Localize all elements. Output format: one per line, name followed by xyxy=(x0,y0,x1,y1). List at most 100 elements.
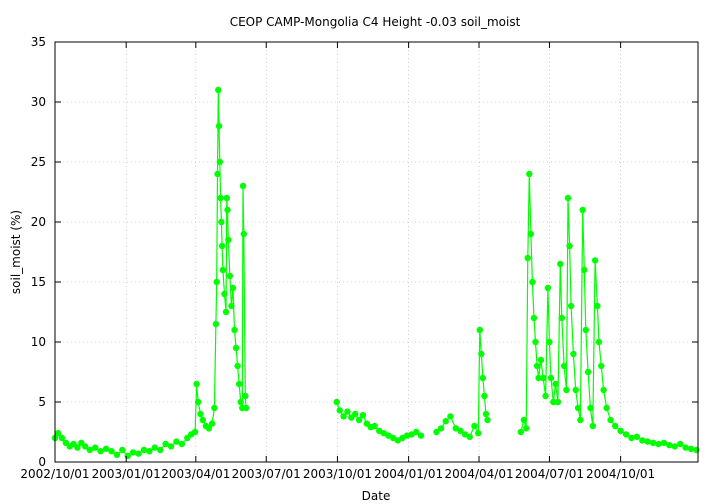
y-tick-label: 5 xyxy=(38,395,46,409)
x-tick-label: 2004/07/01 xyxy=(515,467,584,481)
data-point xyxy=(537,356,545,364)
data-point xyxy=(554,398,562,406)
data-point xyxy=(178,440,186,448)
data-point xyxy=(589,422,596,430)
data-point xyxy=(433,428,440,436)
data-point xyxy=(237,398,244,406)
data-point xyxy=(58,434,66,442)
data-point xyxy=(577,416,584,424)
data-point xyxy=(574,404,582,412)
data-point xyxy=(216,158,224,166)
x-tick-label: 2003/04/01 xyxy=(161,467,230,481)
data-point xyxy=(564,194,572,202)
data-point xyxy=(484,416,491,424)
chart-title: CEOP CAMP-Mongolia C4 Height -0.03 soil_… xyxy=(230,15,521,29)
data-point xyxy=(129,449,137,456)
x-tick-label: 2002/10/01 xyxy=(20,467,89,481)
data-point xyxy=(572,386,579,394)
data-point xyxy=(563,386,570,394)
data-point xyxy=(547,374,555,382)
data-point xyxy=(344,408,351,415)
data-point xyxy=(530,314,538,322)
data-point xyxy=(542,392,549,400)
data-point xyxy=(570,350,577,358)
data-point xyxy=(215,86,222,94)
data-point xyxy=(584,368,592,376)
y-axis-label: soil_moist (%) xyxy=(9,210,23,294)
data-point xyxy=(566,242,573,250)
data-point xyxy=(222,308,230,316)
data-point xyxy=(442,418,449,425)
data-point xyxy=(560,362,568,370)
data-point xyxy=(194,398,202,406)
data-point xyxy=(649,439,657,446)
data-point xyxy=(239,182,247,190)
data-point xyxy=(582,326,590,334)
data-point xyxy=(520,416,528,424)
data-point xyxy=(214,170,221,178)
x-tick-label: 2004/04/01 xyxy=(444,467,513,481)
data-point xyxy=(167,443,175,450)
data-point xyxy=(234,362,241,370)
data-point xyxy=(119,446,126,454)
data-point xyxy=(437,425,445,432)
data-point xyxy=(359,412,367,419)
x-axis-label: Date xyxy=(362,489,391,503)
data-point xyxy=(523,425,530,432)
data-point xyxy=(475,430,482,437)
data-point xyxy=(612,422,619,430)
data-point xyxy=(517,428,525,436)
data-point xyxy=(457,427,464,434)
data-point xyxy=(162,440,169,448)
data-point xyxy=(413,428,420,436)
data-point xyxy=(595,338,603,346)
data-point xyxy=(92,444,99,451)
data-point xyxy=(226,272,234,280)
data-point xyxy=(579,206,586,214)
data-point xyxy=(671,443,678,450)
data-point xyxy=(535,374,542,382)
x-tick-label: 2004/10/01 xyxy=(586,467,655,481)
data-point xyxy=(687,445,695,452)
data-point xyxy=(352,410,359,418)
data-point xyxy=(527,230,535,238)
data-point xyxy=(223,194,230,202)
data-point xyxy=(224,206,231,214)
data-point xyxy=(603,404,610,412)
data-point xyxy=(607,416,614,424)
data-point xyxy=(108,448,115,455)
y-tick-label: 15 xyxy=(31,275,46,289)
data-point xyxy=(215,122,223,130)
data-point xyxy=(417,432,425,439)
data-point xyxy=(540,374,547,382)
y-tick-label: 0 xyxy=(38,455,46,469)
data-point xyxy=(660,439,668,446)
data-point xyxy=(81,443,89,450)
data-point xyxy=(97,448,104,455)
data-point xyxy=(682,444,689,451)
data-point xyxy=(581,266,588,274)
y-tick-label: 30 xyxy=(31,95,46,109)
data-point xyxy=(591,257,599,264)
data-point xyxy=(557,260,564,268)
data-point xyxy=(221,290,228,298)
y-tick-label: 35 xyxy=(31,35,46,49)
data-point xyxy=(86,446,94,454)
data-point xyxy=(74,444,81,451)
data-point xyxy=(333,398,340,406)
data-point xyxy=(447,413,454,420)
data-point xyxy=(677,440,684,448)
data-point xyxy=(644,438,651,445)
data-point xyxy=(211,404,218,412)
data-point xyxy=(205,425,213,432)
data-point xyxy=(524,254,531,262)
data-point xyxy=(476,326,483,334)
data-point xyxy=(558,314,566,322)
x-tick-label: 2004/01/01 xyxy=(374,467,443,481)
data-point xyxy=(157,446,164,454)
data-point xyxy=(628,434,635,442)
data-point xyxy=(208,420,216,427)
data-point xyxy=(340,413,347,420)
data-point xyxy=(355,416,363,424)
